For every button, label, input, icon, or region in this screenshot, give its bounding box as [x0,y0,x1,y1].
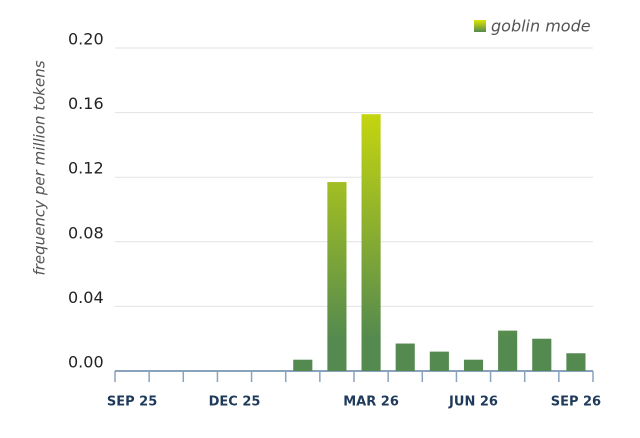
bar [498,330,518,371]
bar [327,182,347,371]
bar [395,343,415,371]
bar [566,353,586,371]
x-tick-label: SEP 26 [551,395,601,410]
bar [429,351,449,371]
x-tick-label: JUN 26 [448,395,498,410]
x-tick-label: MAR 26 [343,395,399,410]
bar [361,114,381,371]
bar [532,338,552,371]
bar [293,359,313,371]
x-tick-label: DEC 25 [209,395,261,410]
y-tick-label: 0.00 [68,353,104,372]
y-tick-label: 0.04 [68,288,104,307]
x-tick-label: SEP 25 [107,395,157,410]
y-tick-label: 0.08 [68,223,104,242]
y-tick-label: 0.20 [68,30,104,49]
y-axis-label: frequency per million tokens [31,60,49,275]
y-tick-label: 0.16 [68,94,104,113]
y-tick-label: 0.12 [68,159,104,178]
legend-swatch [474,20,486,32]
bar [463,359,484,371]
legend-label: goblin mode [491,17,591,36]
